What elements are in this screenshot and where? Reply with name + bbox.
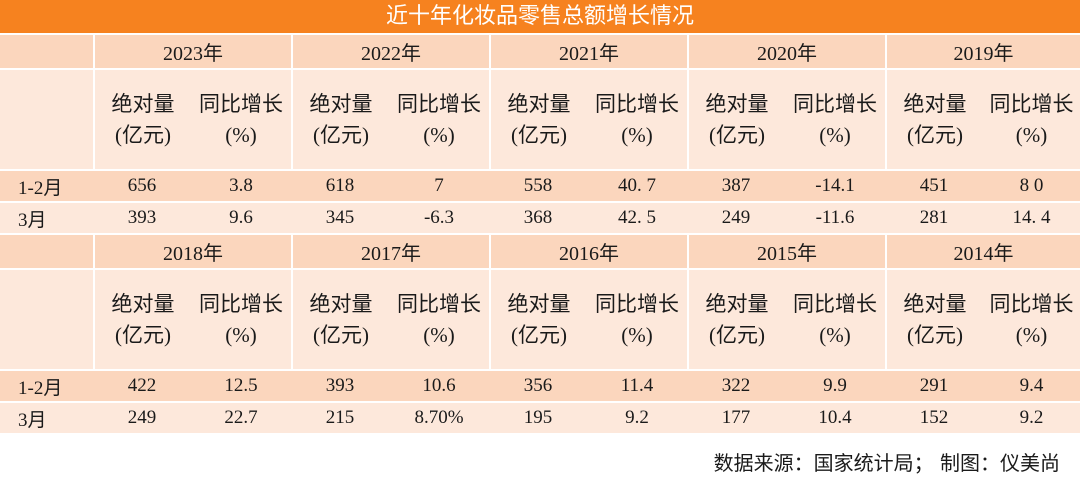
col-header-absolute: 绝对量 (亿元)	[291, 270, 389, 369]
corner-cell	[0, 35, 93, 68]
table-cell: 618	[291, 171, 389, 201]
year-header: 2015年	[687, 235, 885, 268]
table-row: 1-2月 422 12.5 393 10.6 356 11.4 322 9.9 …	[0, 371, 1080, 401]
table-cell: 558	[489, 171, 587, 201]
table-cell: 42. 5	[587, 203, 687, 233]
table-cell: 195	[489, 403, 587, 433]
table-cell: 656	[93, 171, 191, 201]
table-cell: 356	[489, 371, 587, 401]
col-header-yoy: 同比增长 (%)	[389, 70, 489, 169]
col-header-absolute: 绝对量 (亿元)	[885, 70, 983, 169]
col-header-absolute: 绝对量 (亿元)	[291, 70, 389, 169]
col-header-yoy: 同比增长 (%)	[587, 270, 687, 369]
table-cell: 152	[885, 403, 983, 433]
table-cell: 9.2	[587, 403, 687, 433]
col-header-absolute: 绝对量 (亿元)	[93, 70, 191, 169]
table-cell: 393	[291, 371, 389, 401]
col-header-yoy: 同比增长 (%)	[587, 70, 687, 169]
table-row: 3月 249 22.7 215 8.70% 195 9.2 177 10.4 1…	[0, 403, 1080, 433]
col-header-yoy: 同比增长 (%)	[983, 70, 1080, 169]
col-header-absolute: 绝对量 (亿元)	[885, 270, 983, 369]
col-header-yoy: 同比增长 (%)	[983, 270, 1080, 369]
table-cell: 7	[389, 171, 489, 201]
year-header: 2018年	[93, 235, 291, 268]
table-cell: 177	[687, 403, 785, 433]
row-label: 1-2月	[0, 171, 93, 201]
table-cell: 9.2	[983, 403, 1080, 433]
table-cell: 249	[687, 203, 785, 233]
table-cell: 10.4	[785, 403, 885, 433]
table-cell: 345	[291, 203, 389, 233]
col-header-absolute: 绝对量 (亿元)	[489, 70, 587, 169]
year-header: 2014年	[885, 235, 1080, 268]
table-cell: 8.70%	[389, 403, 489, 433]
year-header: 2016年	[489, 235, 687, 268]
table-cell: 368	[489, 203, 587, 233]
table-cell: -11.6	[785, 203, 885, 233]
upper-table: 2023年 2022年 2021年 2020年 2019年 绝对量 (亿元) 同比…	[0, 33, 1080, 435]
blank-header-cell	[0, 70, 93, 169]
table-row: 3月 393 9.6 345 -6.3 368 42. 5 249 -11.6 …	[0, 203, 1080, 233]
table-cell: 422	[93, 371, 191, 401]
year-header: 2019年	[885, 35, 1080, 68]
corner-cell	[0, 235, 93, 268]
table-cell: 11.4	[587, 371, 687, 401]
table-cell: 291	[885, 371, 983, 401]
year-header: 2017年	[291, 235, 489, 268]
row-label: 1-2月	[0, 371, 93, 401]
year-header: 2021年	[489, 35, 687, 68]
year-header: 2022年	[291, 35, 489, 68]
table-cell: 281	[885, 203, 983, 233]
table-cell: 3.8	[191, 171, 291, 201]
col-header-yoy: 同比增长 (%)	[389, 270, 489, 369]
col-header-absolute: 绝对量 (亿元)	[489, 270, 587, 369]
row-label: 3月	[0, 203, 93, 233]
table-cell: -14.1	[785, 171, 885, 201]
table-cell: 14. 4	[983, 203, 1080, 233]
col-header-yoy: 同比增长 (%)	[785, 270, 885, 369]
table-cell: 22.7	[191, 403, 291, 433]
blank-header-cell	[0, 270, 93, 369]
year-header: 2020年	[687, 35, 885, 68]
table-cell: 249	[93, 403, 191, 433]
table-row: 1-2月 656 3.8 618 7 558 40. 7 387 -14.1 4…	[0, 171, 1080, 201]
col-header-yoy: 同比增长 (%)	[785, 70, 885, 169]
col-header-yoy: 同比增长 (%)	[191, 270, 291, 369]
col-header-absolute: 绝对量 (亿元)	[687, 270, 785, 369]
table-cell: 9.9	[785, 371, 885, 401]
table-cell: 12.5	[191, 371, 291, 401]
table-cell: 322	[687, 371, 785, 401]
row-label: 3月	[0, 403, 93, 433]
table-cell: 393	[93, 203, 191, 233]
source-credit: 数据来源：国家统计局； 制图：仪美尚	[713, 451, 1060, 475]
table-cell: 387	[687, 171, 785, 201]
col-header-yoy: 同比增长 (%)	[191, 70, 291, 169]
table-cell: 40. 7	[587, 171, 687, 201]
table-cell: 215	[291, 403, 389, 433]
table-cell: -6.3	[389, 203, 489, 233]
year-header: 2023年	[93, 35, 291, 68]
col-header-absolute: 绝对量 (亿元)	[93, 270, 191, 369]
table-cell: 9.6	[191, 203, 291, 233]
table-cell: 8 0	[983, 171, 1080, 201]
table-cell: 10.6	[389, 371, 489, 401]
table-title: 近十年化妆品零售总额增长情况	[0, 0, 1080, 33]
table-cell: 451	[885, 171, 983, 201]
col-header-absolute: 绝对量 (亿元)	[687, 70, 785, 169]
table-cell: 9.4	[983, 371, 1080, 401]
